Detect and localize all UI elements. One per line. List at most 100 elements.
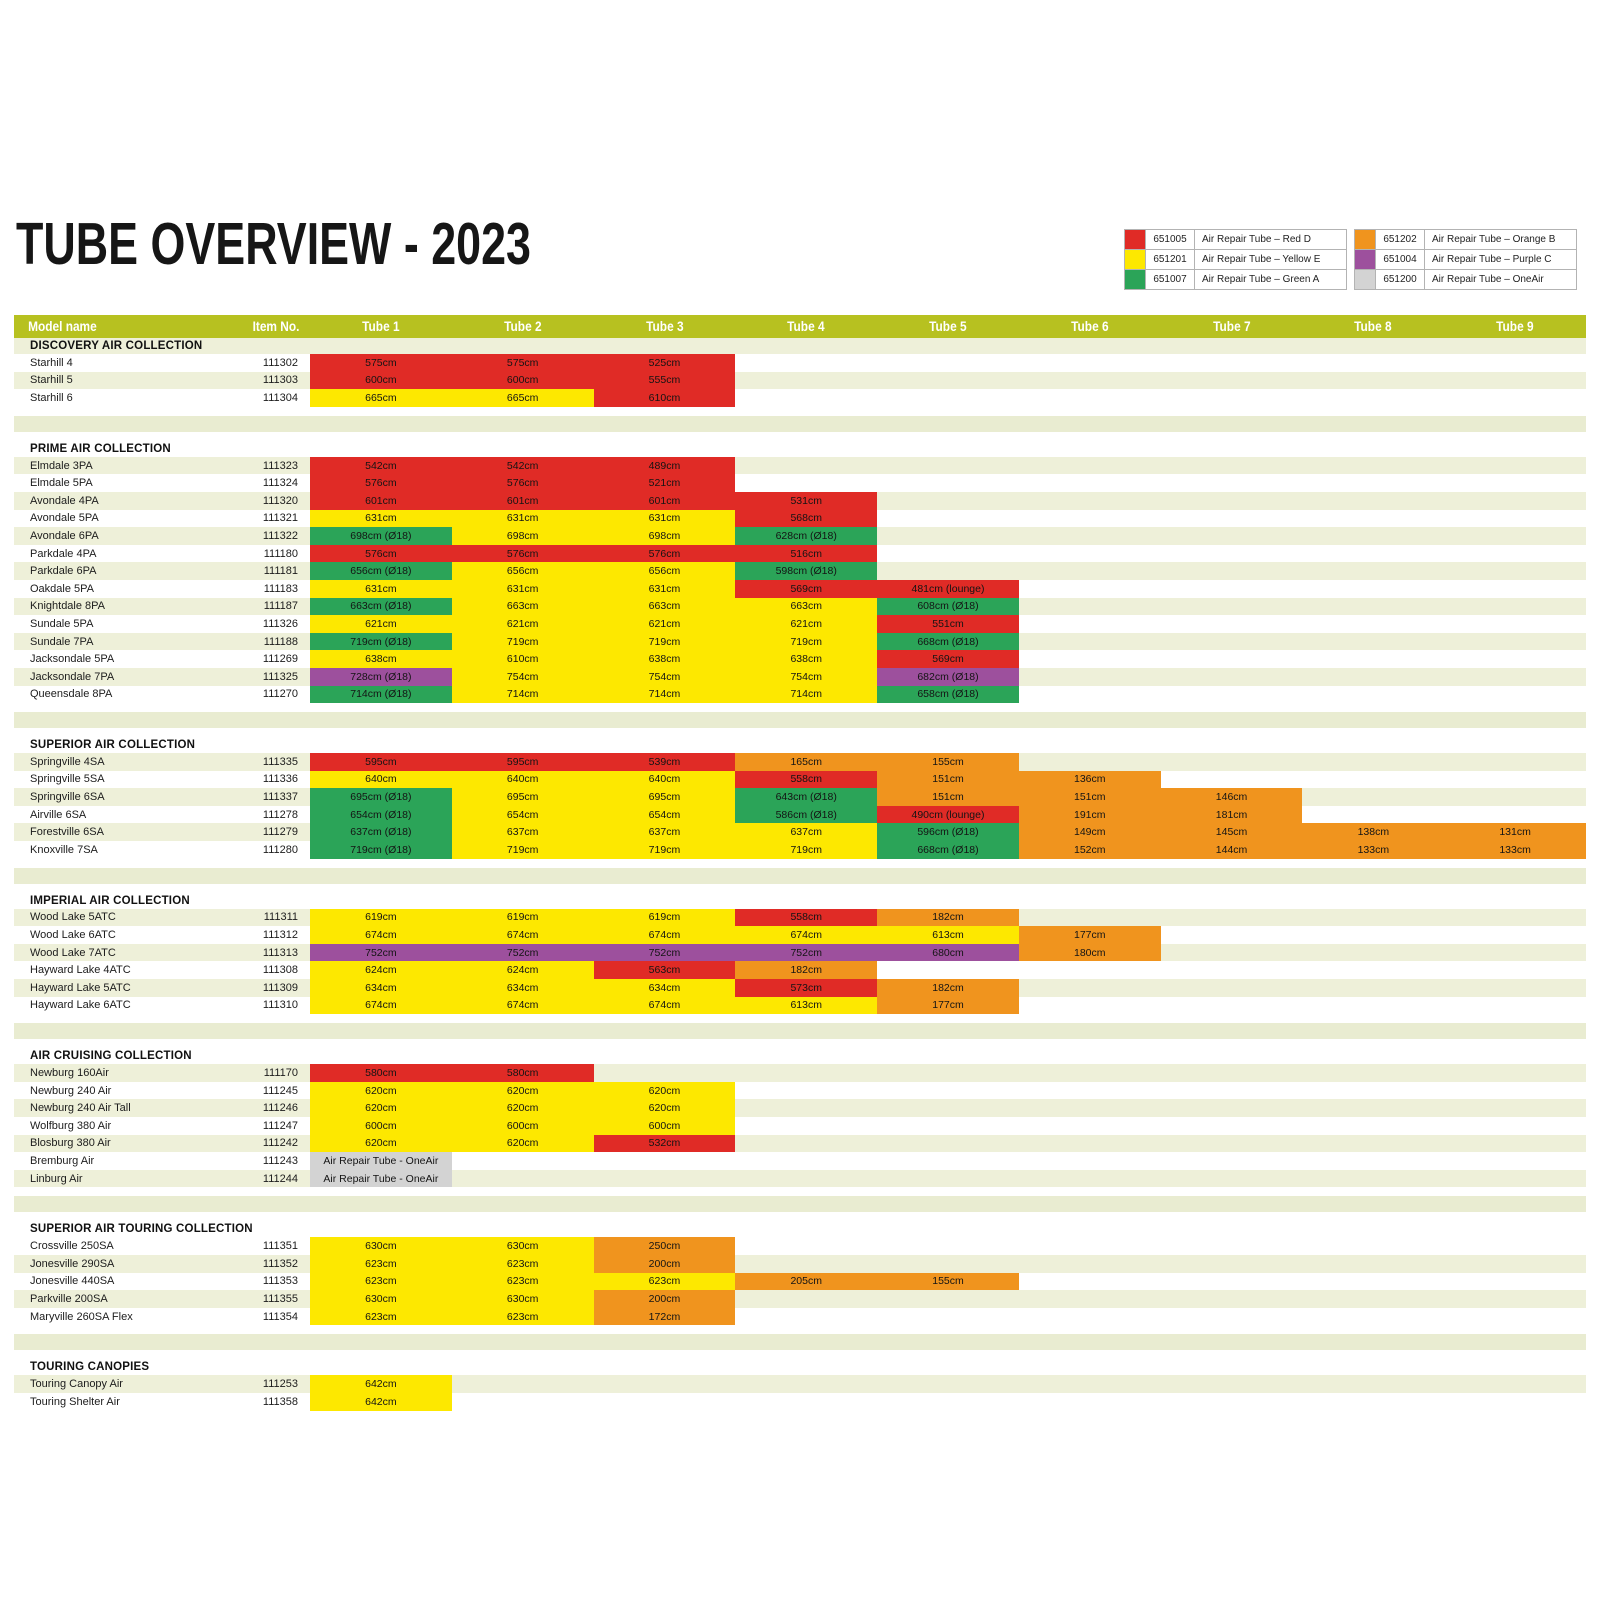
model-name-cell: Parkdale 4PA [30,547,97,560]
tube-9-empty-cell [1444,510,1586,528]
tube-1-cell: 624cm [310,961,452,980]
tube-1-cell: 620cm [310,1099,452,1117]
tube-2-cell: 752cm [451,943,594,962]
model-name-cell: Maryville 260SA Flex [30,1310,133,1323]
tube-3-empty-cell [594,1152,736,1170]
tube-9-empty-cell [1444,1308,1586,1326]
tube-9-empty-cell [1444,1237,1586,1255]
item-no-cell: 111303 [262,374,298,387]
tube-6-empty-cell [1019,457,1161,475]
section-spacer-band [14,1334,1586,1351]
tube-9-empty-cell [1444,806,1586,824]
tube-4-empty-cell [735,1117,877,1135]
tube-3-cell: 563cm [593,961,736,980]
tube-2-empty-cell [452,1152,594,1170]
tube-5-cell: 182cm [877,979,1019,997]
tube-1-cell: 580cm [310,1064,452,1082]
tube-3-cell: 631cm [593,579,736,598]
item-no-cell: 111247 [262,1119,298,1132]
model-name-cell: Sundale 5PA [30,617,94,630]
tube-8-cell: 138cm [1302,823,1445,842]
tube-6-cell: 151cm [1018,788,1161,806]
tube-2-cell: 654cm [451,805,594,824]
tube-7-empty-cell [1161,633,1303,651]
tube-7-empty-cell [1161,1152,1303,1170]
tube-3-cell: 663cm [593,597,736,616]
tube-4-cell: 182cm [735,961,878,980]
model-name-cell: Hayward Lake 6ATC [30,999,131,1012]
item-no-cell: 111243 [262,1154,298,1167]
item-no-cell: 111188 [263,635,298,648]
section-spacer-band [14,867,1586,884]
table-row: Hayward Lake 6ATC 111310 674cm 674cm 674cm 61… [14,996,1586,1015]
tube-7-empty-cell [1161,527,1303,545]
table-row: Avondale 5PA 111321 631cm 631cm 631cm 568cm [14,509,1586,528]
tube-5-empty-cell [877,354,1019,372]
tube-4-empty-cell [735,1255,877,1273]
legend-group: 651005 Air Repair Tube – Red D 651201 Air R… [1124,229,1347,290]
tube-1-cell: 601cm [310,491,452,510]
tube-3-cell: 656cm [593,562,736,580]
legend-item-label: Air Repair Tube – OneAir [1425,270,1577,290]
legend-item-label: Air Repair Tube – Green A [1195,270,1347,290]
tube-6-empty-cell [1019,961,1161,979]
tube-6-empty-cell [1019,1273,1161,1291]
legend-item-code: 651202 [1376,230,1425,250]
table-row: Springville 5SA 111336 640cm 640cm 640cm 558c… [14,770,1586,789]
tube-1-cell: 595cm [310,753,452,771]
item-no-cell: 111308 [262,964,298,977]
tube-4-cell: 558cm [735,908,878,927]
item-no-cell: 111181 [263,565,298,578]
tube-4-cell: 752cm [735,943,878,962]
model-name-cell: Sundale 7PA [30,635,94,648]
tube-7-empty-cell [1161,668,1303,686]
tube-5-empty-cell [877,961,1019,979]
legend-swatch-gray-icon [1355,270,1376,290]
table-row: Newburg 240 Air Tall 111246 620cm 620cm 620c… [14,1099,1586,1117]
item-no-cell: 111309 [262,981,298,994]
tube-1-cell: 634cm [310,979,452,997]
tube-7-empty-cell [1161,909,1303,927]
model-name-cell: Parkdale 6PA [30,565,97,578]
tube-6-empty-cell [1019,389,1161,407]
tube-9-empty-cell [1444,527,1586,545]
tube-2-cell: 631cm [451,509,594,528]
tube-4-cell: 643cm (Ø18) [735,788,878,806]
section-spacer [14,1196,1586,1221]
tube-1-cell: 638cm [310,650,452,668]
tube-1-cell: 695cm (Ø18) [310,788,452,806]
tube-3-cell: 719cm [593,632,736,651]
table-row: Queensdale 8PA 111270 714cm (Ø18) 714cm 714c… [14,685,1586,704]
tube-8-empty-cell [1302,580,1444,598]
legend-item-label: Air Repair Tube – Red D [1195,230,1347,250]
model-name-cell: Newburg 240 Air [30,1084,112,1097]
tube-7-empty-cell [1161,598,1303,616]
tube-3-cell: 489cm [593,456,736,475]
tube-8-empty-cell [1302,1237,1444,1255]
tube-5-empty-cell [877,1255,1019,1273]
tube-4-cell: 714cm [735,685,878,704]
table-row: Hayward Lake 5ATC 111309 634cm 634cm 634cm 57… [14,979,1586,997]
tube-6-empty-cell [1019,510,1161,528]
table-row: Blosburg 380 Air 111242 620cm 620cm 532cm [14,1134,1586,1153]
tube-7-empty-cell [1161,753,1303,771]
tube-2-empty-cell [452,1375,594,1393]
tube-2-cell: 542cm [451,456,594,475]
tube-7-empty-cell [1161,1308,1303,1326]
tube-4-cell: 674cm [735,926,878,944]
tube-8-empty-cell [1302,926,1444,944]
column-header-tube-1: Tube 1 [362,319,400,334]
tube-6-empty-cell [1019,1082,1161,1100]
tube-5-cell: 668cm (Ø18) [877,841,1019,859]
tube-3-empty-cell [594,1375,736,1393]
tube-4-empty-cell [735,354,877,372]
tube-1-cell: 698cm (Ø18) [310,527,452,545]
tube-1-cell: 630cm [310,1237,452,1255]
tube-1-cell: 719cm (Ø18) [310,632,452,651]
legend-item-code: 651200 [1376,270,1425,290]
item-no-cell: 111335 [262,755,298,768]
tube-2-cell: 620cm [451,1099,594,1117]
tube-6-empty-cell [1019,545,1161,563]
legend-item-code: 651005 [1146,230,1195,250]
legend-swatch-purple-icon [1355,250,1376,270]
